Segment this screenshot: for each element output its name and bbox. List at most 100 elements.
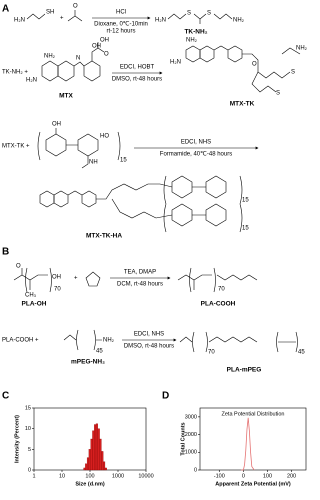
condition: Formamide, 40℃-48 hours: [160, 152, 232, 158]
y-axis-label: Total Counts: [180, 422, 186, 455]
bar: [94, 424, 97, 471]
x-axis-label: Apparent Zeta Potential (mV): [215, 481, 291, 487]
atom: NH₂: [233, 18, 245, 24]
x-tick-label: 10000: [138, 473, 153, 479]
atom: OH: [52, 122, 61, 128]
ring: [39, 190, 55, 208]
bar: [83, 467, 86, 471]
atom: H₂N: [170, 60, 181, 66]
atom: HO: [100, 134, 109, 140]
compound-label: MTX-TK: [230, 101, 255, 108]
repeat: 70: [54, 287, 61, 293]
atom: NH₂: [44, 54, 56, 60]
atom: O: [252, 62, 257, 68]
bracket: [37, 131, 121, 161]
bond: [13, 267, 52, 293]
ring: [53, 190, 69, 208]
compound-label: PLA-OH: [22, 301, 47, 308]
ring: [199, 45, 215, 63]
x-tick-label: 0: [242, 473, 245, 479]
atom: NH₂: [103, 338, 115, 344]
ring: [171, 203, 193, 227]
atom: H₂N: [14, 18, 25, 24]
ring: [171, 175, 193, 199]
bar: [97, 428, 100, 471]
bracket: [163, 175, 243, 233]
atom: OH: [52, 275, 61, 281]
atom: SH: [46, 10, 54, 16]
panel-label: A: [2, 4, 9, 15]
repeat: 70: [208, 350, 215, 356]
plus: +: [74, 276, 78, 282]
bar: [92, 430, 95, 471]
bar: [90, 438, 93, 471]
bar: [85, 463, 88, 471]
bond: [213, 45, 301, 93]
repeat: 45: [298, 350, 305, 356]
condition: rt-12 hours: [106, 29, 135, 35]
bond: [63, 329, 102, 351]
panel-label: D: [162, 391, 169, 402]
bond: [179, 331, 298, 353]
condition: TEA, DMAP: [124, 270, 156, 276]
x-tick-label: 1: [32, 473, 35, 479]
atom: S: [291, 70, 295, 76]
ring: [85, 271, 101, 287]
ring: [57, 60, 75, 82]
atom: H₂N: [26, 78, 37, 84]
x-tick-label: 200: [287, 473, 296, 479]
atom: S: [276, 91, 280, 97]
compound-label: MTX: [59, 93, 73, 100]
atom: O: [104, 52, 109, 58]
x-tick-label: 1000: [112, 473, 124, 479]
atom: NH₂: [186, 38, 198, 44]
ring: [81, 190, 97, 208]
atom: OH: [100, 38, 109, 44]
ring: [185, 45, 201, 63]
repeat: 70: [218, 287, 225, 293]
reactant: MTX-TK +: [2, 144, 30, 150]
compound-label: TK-NH₂: [184, 29, 207, 36]
condition: DCM, rt-48 hours: [117, 282, 163, 288]
bond: [26, 13, 46, 20]
reactant: TK-NH₂ +: [2, 70, 28, 76]
atom: O: [16, 264, 21, 270]
compound-label: PLA-mPEG: [227, 367, 262, 374]
atom: N: [76, 56, 80, 62]
compound-label: PLA-COOH: [201, 301, 236, 308]
condition: HCl: [116, 10, 126, 16]
ring: [77, 133, 99, 157]
atom: NH: [89, 160, 98, 166]
scheme-b: B O CH₃ 70 OH PLA-OH + TEA, DMAP DCM, rt…: [2, 247, 305, 374]
ring: [45, 133, 67, 157]
x-tick-label: 100: [263, 473, 272, 479]
atom: O: [73, 4, 78, 10]
y-tick-label: 1000: [185, 450, 197, 456]
compound-label: mPEG-NH₂: [71, 359, 105, 366]
bar: [95, 423, 98, 471]
panel-label: B: [2, 247, 9, 258]
y-axis-label: Intensity (Percent): [14, 415, 20, 463]
bar: [104, 467, 107, 471]
bond: [67, 10, 83, 22]
ring: [41, 60, 59, 82]
atom: S: [207, 11, 211, 17]
repeat: 15: [242, 226, 249, 232]
bond: [67, 183, 160, 219]
y-tick-label: 15: [25, 405, 31, 411]
ring: [205, 175, 227, 199]
atom: H₂N: [155, 18, 166, 24]
reactant: PLA-COOH +: [2, 338, 39, 344]
y-tick-label: 10: [25, 426, 31, 432]
x-axis-label: Size (d.nm): [75, 481, 105, 487]
condition: EDCI, NHS: [181, 140, 211, 146]
plot-frame: [199, 407, 307, 471]
atom: NH₂: [296, 46, 308, 52]
panel-label: C: [2, 391, 9, 402]
bar: [88, 449, 91, 471]
condition: EDCI, HOBT: [120, 65, 155, 71]
condition: Dioxane, 0℃-10min: [94, 22, 148, 28]
ring: [83, 60, 101, 82]
repeat: 45: [96, 349, 103, 355]
